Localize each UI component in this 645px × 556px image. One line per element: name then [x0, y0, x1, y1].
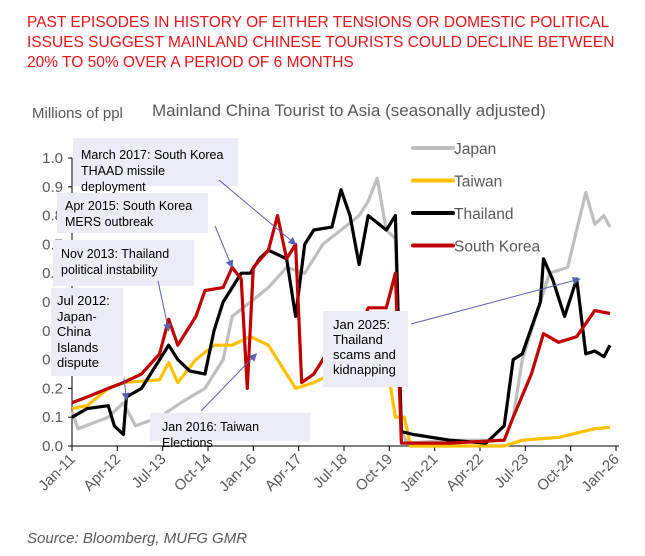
annotation-line: Jul 2012: [57, 293, 110, 308]
series-line-japan [70, 176, 612, 445]
y-axis-label: Millions of ppl [32, 105, 123, 122]
series-line-thailand [71, 188, 612, 445]
annotation-line: dispute [57, 355, 99, 370]
annotation-thaad: March 2017: South Korea THAAD missile de… [73, 138, 238, 194]
annotation-line: Apr 2015: South Korea [65, 199, 193, 213]
headline: PAST EPISODES IN HISTORY OF EITHER TENSI… [27, 14, 615, 71]
annotation-arrow [121, 377, 130, 401]
annotation-line: Jan 2025: [333, 317, 391, 332]
annotation-line: Islands [57, 339, 99, 355]
y-tick-label: 0.2 [42, 380, 63, 397]
annotation-line: Jan 2016: Taiwan Elections [162, 420, 260, 450]
annotation-thailand-2025: Jan 2025: Thailand scams and kidnapping [323, 311, 408, 387]
legend-label: Japan [454, 141, 496, 158]
annotation-thailand-2013: Nov 2013: Thailand political instability [53, 240, 194, 286]
annotation-taiwan-elections: Jan 2016: Taiwan Elections [150, 413, 310, 450]
annotation-arrow [157, 280, 172, 332]
annotation-islands: Jul 2012: Japan- China Islands dispute [51, 288, 123, 376]
annotation-line: THAAD missile deployment [81, 164, 166, 194]
annotation-arrow [218, 179, 297, 246]
annotation-line: MERS outbreak [65, 215, 154, 229]
annotation-line: Japan- [57, 308, 97, 324]
annotation-arrow [214, 225, 234, 269]
annotation-line: China [57, 324, 91, 339]
y-tick-label: 0.0 [42, 438, 63, 455]
source-note: Source: Bloomberg, MUFG GMR [27, 530, 248, 547]
y-tick-label: 1.0 [42, 150, 63, 167]
series-line-taiwan [71, 335, 611, 448]
y-tick-label: 0.9 [42, 179, 63, 196]
annotation-line: scams and [333, 347, 396, 362]
annotation-arrow [200, 353, 258, 412]
chart-title: Mainland China Tourist to Asia (seasonal… [152, 101, 546, 120]
annotation-arrow [410, 276, 581, 325]
y-tick-label: 0.1 [42, 409, 63, 426]
annotation-mers: Apr 2015: South Korea MERS outbreak [57, 193, 208, 233]
legend-label: Taiwan [454, 174, 502, 191]
annotation-line: political instability [61, 263, 158, 277]
legend-label: South Korea [454, 239, 541, 256]
annotation-line: Thailand [333, 332, 383, 347]
annotation-line: Nov 2013: Thailand [61, 247, 170, 261]
legend-label: Thailand [454, 206, 513, 223]
annotation-line: kidnapping [333, 362, 396, 377]
annotation-line: March 2017: South Korea [81, 148, 224, 162]
